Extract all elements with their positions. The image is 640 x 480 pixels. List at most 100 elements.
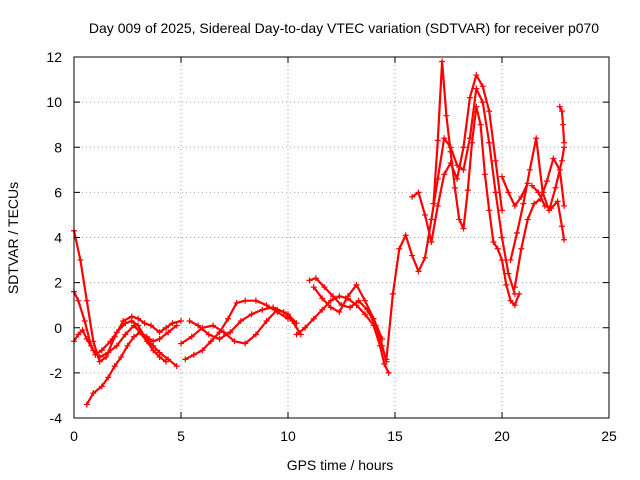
y-tick-label: 10 <box>46 94 62 110</box>
data-point <box>141 320 148 327</box>
tick-labels: 0 5 10 15 20 25 -4 -2 0 2 4 6 8 10 12 <box>46 49 617 444</box>
data-point <box>486 207 493 214</box>
data-point <box>499 234 505 241</box>
data-point <box>327 297 334 304</box>
y-tick-label: 6 <box>54 184 62 200</box>
x-tick-label: 25 <box>601 428 617 444</box>
data-point <box>293 331 300 338</box>
data-point <box>122 331 129 338</box>
data-point <box>173 363 180 370</box>
data-point <box>439 58 446 65</box>
data-point <box>137 329 144 336</box>
data-point <box>263 302 270 309</box>
data-point <box>561 139 568 146</box>
data-point <box>111 363 118 370</box>
data-point <box>148 322 155 329</box>
data-point <box>492 189 499 196</box>
data-point <box>421 254 428 261</box>
data-point <box>441 135 448 142</box>
data-point <box>156 354 163 361</box>
data-point <box>473 103 480 110</box>
data-point <box>233 299 240 306</box>
data-point <box>336 308 343 315</box>
data-point <box>90 338 97 345</box>
series-track-16 <box>528 182 568 243</box>
data-point <box>207 338 214 345</box>
data-point <box>336 293 343 300</box>
data-point <box>319 295 326 302</box>
data-point <box>505 270 512 277</box>
data-point <box>558 108 565 115</box>
data-point <box>77 257 84 264</box>
data-point <box>507 297 514 304</box>
data-point <box>105 374 112 381</box>
data-point <box>83 401 90 408</box>
data-point <box>347 304 354 311</box>
data-point <box>310 315 317 322</box>
series-line <box>432 60 521 307</box>
data-point <box>511 302 518 309</box>
data-point <box>98 347 105 354</box>
data-point <box>118 354 125 361</box>
data-point <box>205 331 212 338</box>
data-point <box>124 342 131 349</box>
data-point <box>511 284 518 291</box>
data-point <box>199 324 206 331</box>
data-point <box>518 245 525 252</box>
data-point <box>535 189 542 196</box>
data-point <box>90 347 97 354</box>
data-point <box>242 340 249 347</box>
y-tick-label: 4 <box>54 230 62 246</box>
series-line <box>180 308 298 345</box>
data-point <box>105 349 112 356</box>
data-point <box>505 189 512 196</box>
data-point <box>319 306 326 313</box>
data-point <box>96 354 103 361</box>
data-point <box>156 336 163 343</box>
data-point <box>248 311 255 318</box>
data-point <box>469 139 476 146</box>
x-axis-label: GPS time / hours <box>287 457 394 473</box>
data-point <box>355 297 362 304</box>
data-point <box>252 331 259 338</box>
series-line <box>72 230 182 363</box>
data-point <box>499 257 505 264</box>
data-point <box>556 103 563 110</box>
data-point <box>454 175 461 182</box>
data-point <box>396 245 403 252</box>
data-point <box>561 202 568 209</box>
data-point <box>199 347 206 354</box>
gridlines <box>74 57 609 418</box>
data-point <box>302 324 309 331</box>
data-point <box>379 336 386 343</box>
data-point <box>499 173 505 180</box>
data-point <box>379 342 386 349</box>
data-point <box>225 315 232 322</box>
series-track-7 <box>182 297 291 363</box>
x-tick-label: 0 <box>70 428 78 444</box>
data-point <box>195 322 202 329</box>
series-line <box>385 87 516 360</box>
data-point <box>415 268 422 275</box>
series-track-11 <box>383 85 518 363</box>
data-point <box>321 284 328 291</box>
data-point <box>130 322 137 329</box>
data-point <box>362 311 369 318</box>
data-point <box>182 356 189 363</box>
data-point <box>130 333 137 340</box>
data-point <box>79 327 86 334</box>
data-point <box>430 200 437 207</box>
y-tick-label: 0 <box>54 320 62 336</box>
data-point <box>216 329 223 336</box>
data-point <box>428 216 435 223</box>
data-point <box>428 239 435 246</box>
data-point <box>98 383 105 390</box>
data-point <box>385 369 392 376</box>
data-point <box>83 297 90 304</box>
data-point <box>156 329 163 336</box>
data-point <box>113 329 120 336</box>
data-point <box>518 193 525 200</box>
series-track-4 <box>83 322 180 408</box>
series-line <box>184 299 289 361</box>
y-tick-label: -4 <box>50 410 63 426</box>
